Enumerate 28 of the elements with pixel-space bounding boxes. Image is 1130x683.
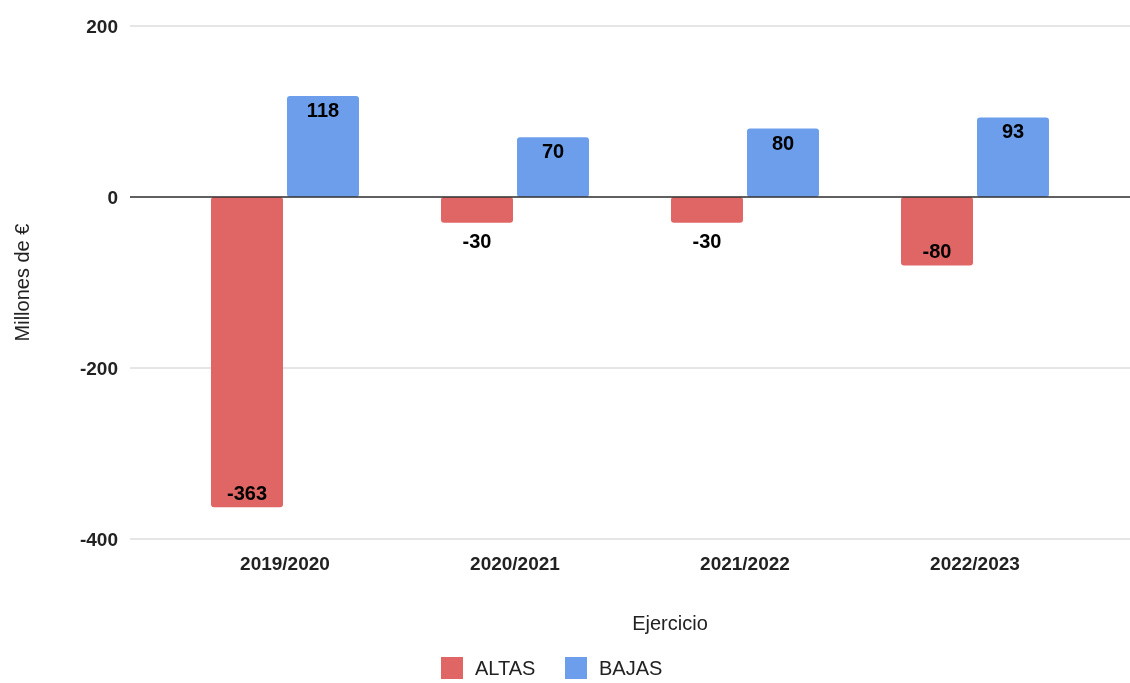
- bar: [211, 197, 283, 508]
- y-axis-title: Millones de €: [11, 223, 33, 342]
- y-tick-label: -400: [79, 528, 118, 550]
- y-tick-label: 0: [107, 186, 118, 208]
- x-axis-title: Ejercicio: [632, 612, 708, 634]
- data-label: 70: [541, 140, 565, 163]
- legend-label: BAJAS: [599, 657, 663, 679]
- data-label: -30: [692, 229, 722, 252]
- bar: [441, 197, 513, 223]
- data-label: 80: [771, 131, 795, 154]
- data-label: 118: [306, 99, 340, 122]
- bar: [747, 128, 819, 197]
- data-label: -30: [462, 229, 492, 252]
- bar: [901, 197, 973, 266]
- legend-label: ALTAS: [475, 657, 536, 679]
- data-label: 93: [1001, 120, 1025, 143]
- y-tick-label: 200: [86, 15, 118, 37]
- x-tick-label: 2019/2020: [240, 552, 330, 574]
- x-tick-label: 2021/2022: [700, 552, 790, 574]
- data-label: -363: [226, 482, 268, 505]
- bar: [287, 96, 359, 197]
- data-label: -80: [922, 240, 952, 263]
- bar: [517, 137, 589, 197]
- bar: [671, 197, 743, 223]
- y-tick-label: -200: [79, 357, 118, 379]
- x-tick-label: 2020/2021: [470, 552, 561, 574]
- bar: [977, 117, 1049, 197]
- x-tick-label: 2022/2023: [930, 552, 1020, 574]
